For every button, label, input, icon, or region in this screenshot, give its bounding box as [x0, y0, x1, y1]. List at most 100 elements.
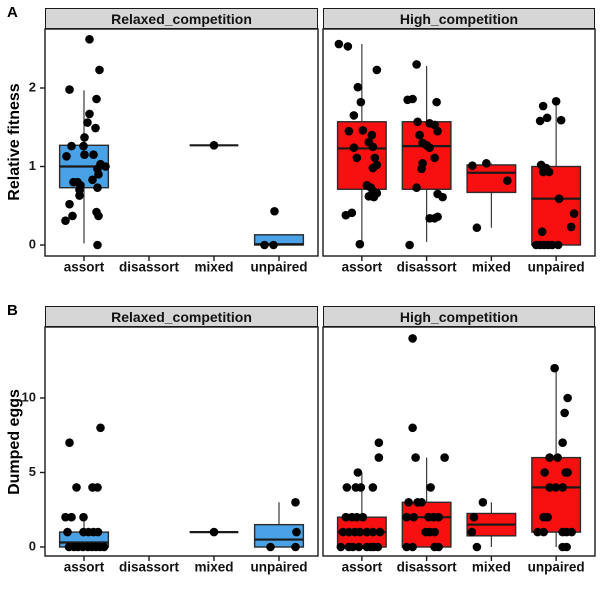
data-point [356, 97, 366, 107]
data-point [412, 60, 421, 69]
data-point [408, 334, 417, 343]
data-point [375, 527, 385, 537]
data-point [341, 210, 351, 220]
data-point [553, 453, 562, 462]
data-point [358, 512, 368, 522]
data-point [93, 527, 103, 537]
data-point [89, 150, 98, 160]
data-point [545, 483, 554, 492]
data-point [402, 542, 411, 552]
data-point [563, 393, 572, 403]
data-point [569, 209, 579, 218]
y-tick-label: 5 [29, 464, 36, 479]
data-point [430, 527, 439, 537]
data-point [433, 126, 442, 136]
data-point [353, 468, 363, 477]
data-point [404, 498, 413, 507]
data-point [354, 542, 364, 552]
y-tick-label: 2 [29, 79, 36, 94]
x-category-label: unpaired [528, 560, 585, 575]
data-point [402, 512, 411, 522]
data-point [342, 483, 352, 492]
data-point [554, 194, 564, 203]
data-point [334, 39, 344, 49]
data-point [542, 113, 552, 123]
data-point [65, 438, 74, 448]
data-point [535, 116, 545, 126]
data-point [411, 453, 420, 462]
data-point [260, 240, 269, 250]
data-point [544, 167, 554, 177]
data-point [540, 468, 549, 477]
data-point [348, 542, 358, 552]
data-point [551, 97, 561, 106]
data-point [93, 483, 102, 492]
data-point [355, 239, 365, 249]
box-disassort [401, 121, 452, 190]
data-point [368, 527, 378, 537]
data-point [68, 211, 77, 221]
data-point [503, 176, 512, 185]
data-point [440, 453, 449, 462]
data-point [425, 143, 434, 152]
data-point [336, 542, 346, 552]
data-point [547, 240, 557, 250]
data-point [538, 101, 548, 111]
data-point [374, 453, 384, 462]
data-point [88, 175, 97, 185]
data-point [72, 483, 81, 492]
data-point [349, 143, 359, 152]
data-point [93, 240, 102, 250]
data-point [558, 483, 567, 492]
y-tick-label: 0 [29, 236, 36, 251]
data-point [266, 542, 275, 552]
facet-strip-relaxed-competition-b: Relaxed_competition [45, 306, 318, 327]
data-point [478, 498, 488, 507]
facet-strip-high-competition-a: High_competition [323, 8, 595, 29]
plot-panel-border [44, 28, 319, 257]
y-axis-label-dumped-eggs: Dumped eggs [6, 389, 23, 495]
data-point [551, 483, 560, 492]
data-point [417, 498, 426, 507]
data-point [553, 240, 563, 250]
x-category-label: mixed [194, 260, 233, 275]
data-point [62, 151, 71, 161]
data-point [85, 109, 94, 119]
data-point [533, 527, 542, 537]
data-point [467, 527, 477, 537]
facet-strip-label: High_competition [399, 308, 519, 325]
facet-strip-relaxed-competition-a: Relaxed_competition [45, 8, 318, 29]
facet-strip-label: Relaxed_competition [111, 308, 252, 325]
y-axis-label-relative-fitness: Relative fitness [6, 83, 23, 201]
data-point [562, 542, 571, 552]
data-point [409, 512, 418, 522]
data-point [566, 222, 576, 232]
x-category-label: assort [342, 260, 383, 275]
data-point [468, 161, 477, 171]
data-point [356, 483, 366, 492]
data-point [80, 133, 89, 142]
data-point [67, 141, 76, 151]
data-point [269, 240, 278, 250]
y-tick-label: 0 [29, 538, 36, 553]
panel-b-letter: B [7, 302, 18, 319]
data-point [343, 42, 353, 51]
x-category-label: mixed [472, 260, 511, 275]
data-point [413, 117, 422, 127]
data-point [370, 153, 380, 163]
data-point [83, 118, 92, 127]
data-point [338, 527, 348, 537]
y-tick-label: 10 [22, 389, 36, 404]
data-point [65, 85, 74, 94]
x-category-label: mixed [194, 560, 233, 575]
data-point [94, 211, 103, 221]
data-point [472, 223, 482, 233]
data-point [352, 153, 362, 163]
data-point [567, 527, 576, 537]
data-point [344, 126, 354, 136]
data-point [95, 65, 104, 75]
x-category-label: disassort [397, 260, 458, 275]
data-point [432, 97, 441, 107]
data-point [550, 363, 559, 373]
